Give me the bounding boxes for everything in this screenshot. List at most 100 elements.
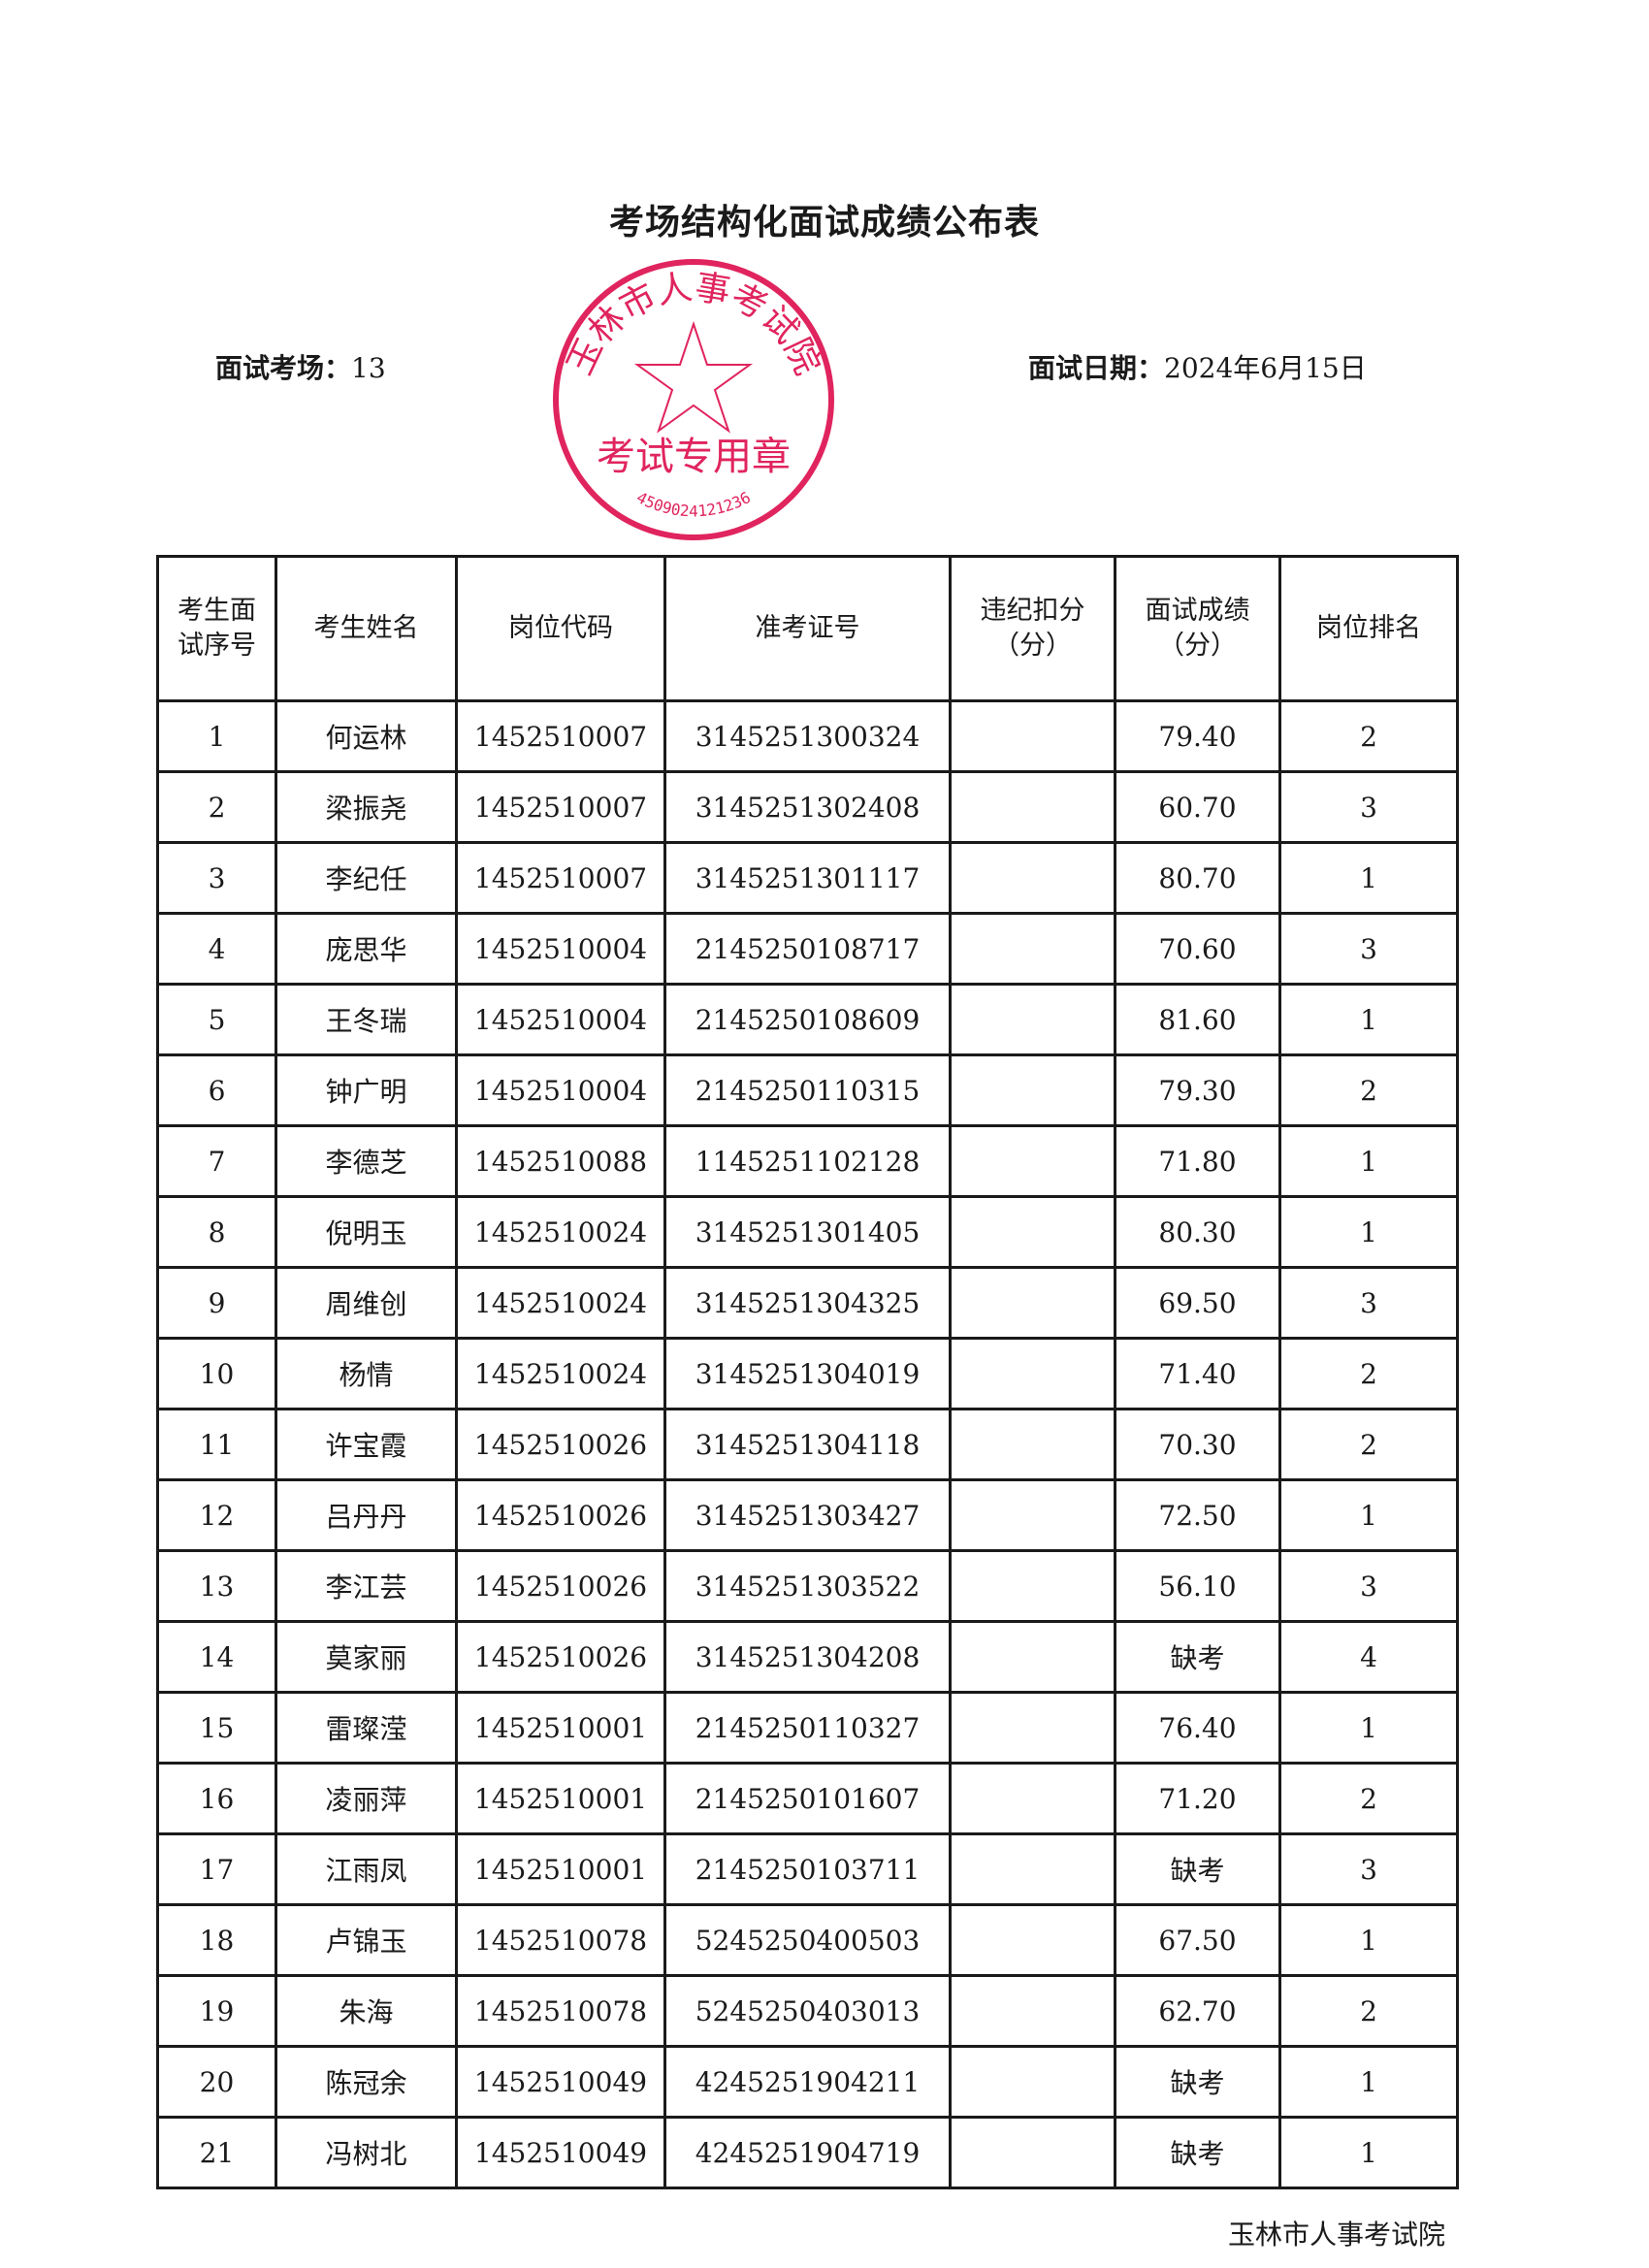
- page-title: 考场结构化面试成绩公布表: [608, 203, 1040, 243]
- cell-position-code: 1452510007: [455, 841, 666, 915]
- cell-seq: 21: [156, 2116, 277, 2189]
- cell-admission-no: 3145251301117: [663, 841, 952, 915]
- cell-seq: 11: [156, 1408, 277, 1481]
- cell-score: 56.10: [1114, 1549, 1281, 1623]
- cell-rank: 2: [1278, 1408, 1459, 1481]
- cell-position-code: 1452510004: [455, 1053, 666, 1127]
- cell-score: 79.30: [1114, 1053, 1281, 1127]
- cell-score: 71.20: [1114, 1762, 1281, 1835]
- cell-admission-no: 2145250110327: [663, 1691, 952, 1765]
- cell-seq: 19: [156, 1974, 277, 2048]
- table-header-row: 考生面 试序号 考生姓名 岗位代码 准考证号 违纪扣分 （分） 面试成绩 （分） 岗位排名: [156, 555, 1459, 702]
- table-row: 2 梁振尧 1452510007 3145251302408 60.70 3: [156, 770, 1459, 844]
- cell-name: 陈冠余: [275, 2045, 458, 2119]
- cell-name: 莫家丽: [275, 1620, 458, 1694]
- cell-seq: 1: [156, 699, 277, 773]
- cell-position-code: 1452510024: [455, 1195, 666, 1269]
- cell-rank: 2: [1278, 1762, 1459, 1835]
- cell-rank: 1: [1278, 1478, 1459, 1552]
- header-text: 岗位排名: [1316, 613, 1421, 643]
- cell-name: 雷璨滢: [275, 1691, 458, 1765]
- cell-admission-no: 3145251304208: [663, 1620, 952, 1694]
- cell-score: 71.80: [1114, 1124, 1281, 1198]
- cell-deduction: [949, 1549, 1116, 1623]
- cell-deduction: [949, 912, 1116, 986]
- cell-rank: 2: [1278, 1053, 1459, 1127]
- cell-name: 周维创: [275, 1266, 458, 1340]
- cell-deduction: [949, 1053, 1116, 1127]
- cell-score: 81.60: [1114, 983, 1281, 1056]
- exam-date: 面试日期：2024年6月15日: [1028, 347, 1367, 386]
- cell-name: 凌丽萍: [275, 1762, 458, 1835]
- cell-position-code: 1452510001: [455, 1762, 666, 1835]
- cell-seq: 20: [156, 2045, 277, 2119]
- official-seal: 玉林市人事考试院 考试专用章 4509024121236: [553, 259, 834, 540]
- date-label: 面试日期：: [1028, 352, 1165, 384]
- cell-rank: 4: [1278, 1620, 1459, 1694]
- cell-position-code: 1452510007: [455, 770, 666, 844]
- cell-seq: 16: [156, 1762, 277, 1835]
- table-row: 9 周维创 1452510024 3145251304325 69.50 3: [156, 1266, 1459, 1340]
- header-text: 考生面: [178, 596, 256, 626]
- table-row: 5 王冬瑞 1452510004 2145250108609 81.60 1: [156, 983, 1459, 1056]
- cell-score: 79.40: [1114, 699, 1281, 773]
- cell-rank: 3: [1278, 1832, 1459, 1906]
- header-text: 试序号: [178, 631, 256, 661]
- header-deduction: 违纪扣分 （分）: [949, 555, 1116, 702]
- cell-deduction: [949, 1620, 1116, 1694]
- cell-score: 60.70: [1114, 770, 1281, 844]
- header-admission-no: 准考证号: [663, 555, 952, 702]
- cell-seq: 12: [156, 1478, 277, 1552]
- cell-rank: 1: [1278, 983, 1459, 1056]
- cell-deduction: [949, 1337, 1116, 1410]
- seal-number: 4509024121236: [633, 488, 754, 520]
- cell-deduction: [949, 1478, 1116, 1552]
- venue-value: 13: [351, 352, 386, 384]
- cell-position-code: 1452510026: [455, 1408, 666, 1481]
- cell-position-code: 1452510004: [455, 983, 666, 1056]
- cell-seq: 5: [156, 983, 277, 1056]
- cell-rank: 2: [1278, 1974, 1459, 2048]
- cell-admission-no: 2145250108717: [663, 912, 952, 986]
- header-text: 准考证号: [755, 613, 860, 643]
- table-row: 19 朱海 1452510078 5245250403013 62.70 2: [156, 1974, 1459, 2048]
- cell-deduction: [949, 1762, 1116, 1835]
- cell-position-code: 1452510001: [455, 1691, 666, 1765]
- cell-seq: 10: [156, 1337, 277, 1410]
- cell-seq: 7: [156, 1124, 277, 1198]
- cell-rank: 1: [1278, 1124, 1459, 1198]
- cell-position-code: 1452510026: [455, 1620, 666, 1694]
- cell-rank: 3: [1278, 770, 1459, 844]
- header-text: 岗位代码: [508, 613, 613, 643]
- table-row: 15 雷璨滢 1452510001 2145250110327 76.40 1: [156, 1691, 1459, 1765]
- cell-position-code: 1452510049: [455, 2045, 666, 2119]
- cell-seq: 9: [156, 1266, 277, 1340]
- cell-admission-no: 3145251304118: [663, 1408, 952, 1481]
- cell-score: 缺考: [1114, 2116, 1281, 2189]
- cell-admission-no: 3145251300324: [663, 699, 952, 773]
- cell-name: 王冬瑞: [275, 983, 458, 1056]
- cell-position-code: 1452510001: [455, 1832, 666, 1906]
- table-row: 7 李德芝 1452510088 1145251102128 71.80 1: [156, 1124, 1459, 1198]
- cell-deduction: [949, 1832, 1116, 1906]
- cell-rank: 1: [1278, 1903, 1459, 1977]
- header-text: 违纪扣分: [980, 596, 1085, 626]
- seal-inner-text: 考试专用章: [597, 435, 791, 479]
- table-row: 13 李江芸 1452510026 3145251303522 56.10 3: [156, 1549, 1459, 1623]
- cell-name: 冯树北: [275, 2116, 458, 2189]
- cell-rank: 3: [1278, 1266, 1459, 1340]
- header-score: 面试成绩 （分）: [1114, 555, 1281, 702]
- cell-rank: 2: [1278, 699, 1459, 773]
- table-row: 17 江雨凤 1452510001 2145250103711 缺考 3: [156, 1832, 1459, 1906]
- cell-deduction: [949, 2045, 1116, 2119]
- seal-outer-text: 玉林市人事考试院: [560, 268, 826, 381]
- cell-seq: 17: [156, 1832, 277, 1906]
- cell-admission-no: 5245250400503: [663, 1903, 952, 1977]
- cell-score: 67.50: [1114, 1903, 1281, 1977]
- cell-deduction: [949, 770, 1116, 844]
- cell-seq: 3: [156, 841, 277, 915]
- cell-position-code: 1452510026: [455, 1549, 666, 1623]
- cell-admission-no: 2145250101607: [663, 1762, 952, 1835]
- cell-deduction: [949, 1903, 1116, 1977]
- table-row: 10 杨情 1452510024 3145251304019 71.40 2: [156, 1337, 1459, 1410]
